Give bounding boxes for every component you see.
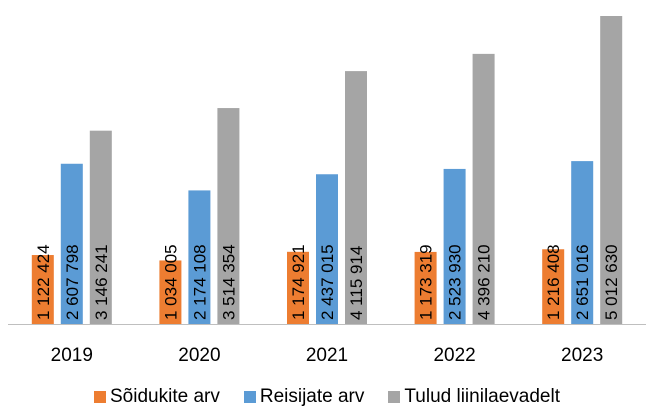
legend-item-passengers: Reisijate arv [243, 386, 365, 408]
data-label-vehicles-2020: 1 034 005 [161, 244, 180, 320]
data-label-passengers-2020: 2 174 108 [190, 244, 209, 320]
bar-vehicles-2020 [159, 260, 182, 324]
data-label-vehicles-2023: 1 216 408 [544, 244, 563, 320]
bar-passengers-2021 [316, 174, 338, 324]
legend: Sõidukite arv Reisijate arv Tulud liinil… [0, 382, 654, 412]
bar-vehicles-2019 [31, 255, 54, 324]
data-label-revenue-2022: 4 396 210 [475, 244, 494, 320]
legend-swatch-revenue [388, 391, 401, 403]
bar-vehicles-2022 [414, 251, 437, 324]
bar-chart: 1 122 424 2 607 798 3 146 241 2019 1 034 005… [8, 16, 646, 366]
bar-passengers-2019 [60, 163, 83, 324]
x-tick-label-2022: 2022 [433, 345, 475, 366]
data-label-vehicles-2022: 1 173 319 [417, 244, 436, 320]
bar-passengers-2022 [443, 168, 466, 324]
bar-revenue-2021 [345, 71, 367, 324]
x-tick-label-2021: 2021 [306, 345, 348, 366]
legend-swatch-passengers [243, 391, 256, 403]
bar-revenue-2019 [89, 130, 112, 324]
bar-revenue-2023 [600, 16, 623, 324]
bar-revenue-2022 [472, 53, 495, 325]
legend-swatch-vehicles [94, 391, 106, 403]
data-label-revenue-2019: 3 146 241 [92, 244, 111, 320]
legend-label-vehicles: Sõidukite arv [110, 386, 220, 407]
x-tick-label-2019: 2019 [51, 345, 93, 366]
data-label-vehicles-2019: 1 122 424 [34, 244, 53, 320]
data-label-passengers-2019: 2 607 798 [63, 244, 82, 320]
data-label-revenue-2020: 3 514 354 [219, 244, 238, 320]
data-label-vehicles-2021: 1 174 921 [289, 244, 308, 320]
data-label-revenue-2023: 5 012 630 [602, 244, 621, 320]
bar-passengers-2023 [571, 161, 594, 324]
data-label-revenue-2021: 4 115 914 [347, 246, 366, 320]
legend-item-vehicles: Sõidukite arv [94, 386, 220, 408]
legend-item-revenue: Tulud liinilaevadelt [388, 386, 560, 408]
data-label-passengers-2021: 2 437 015 [318, 244, 337, 320]
legend-label-passengers: Reisijate arv [259, 386, 365, 407]
x-tick-label-2020: 2020 [178, 345, 220, 366]
bar-vehicles-2021 [287, 251, 309, 324]
bar-revenue-2020 [217, 108, 240, 325]
data-label-passengers-2023: 2 651 016 [573, 244, 592, 320]
bar-vehicles-2023 [542, 249, 565, 324]
data-label-passengers-2022: 2 523 930 [446, 244, 465, 320]
legend-label-revenue: Tulud liinilaevadelt [404, 386, 560, 407]
bar-passengers-2020 [188, 190, 211, 324]
x-tick-label-2023: 2023 [561, 345, 603, 366]
